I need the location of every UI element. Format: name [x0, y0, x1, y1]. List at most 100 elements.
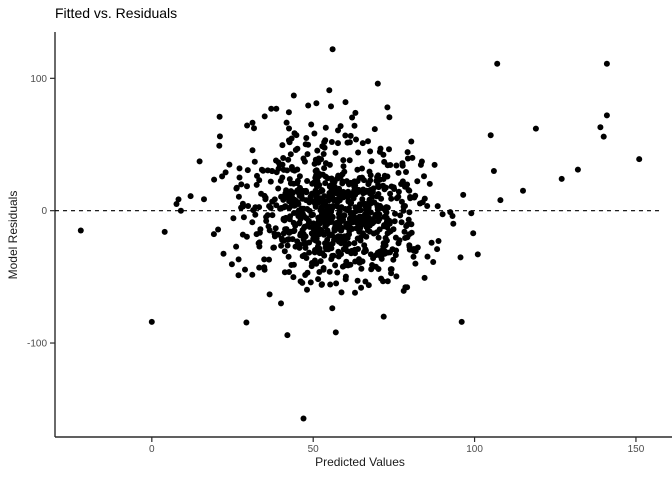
data-point [291, 130, 298, 137]
data-point [347, 261, 354, 268]
data-point [320, 151, 327, 157]
data-point [342, 276, 349, 283]
data-point [279, 142, 286, 149]
data-point [374, 204, 381, 211]
data-point [351, 240, 358, 247]
data-point [386, 114, 393, 121]
data-point [337, 233, 344, 240]
data-point [312, 235, 318, 242]
data-point [393, 162, 400, 169]
data-point [258, 166, 265, 173]
data-point [318, 213, 325, 220]
y-axis-ticks: -100 0 100 [27, 74, 55, 350]
data-point [308, 263, 315, 270]
data-point [226, 161, 233, 168]
data-point [175, 196, 182, 203]
data-point [322, 209, 329, 216]
data-point [398, 198, 405, 205]
data-point [335, 248, 342, 255]
data-point [380, 278, 386, 285]
data-point [359, 216, 366, 223]
data-point [354, 277, 361, 284]
data-point [77, 227, 84, 234]
data-point [280, 155, 287, 161]
data-point [390, 226, 397, 233]
data-point [216, 133, 223, 140]
data-point [249, 271, 256, 278]
data-point [367, 177, 374, 184]
data-point [497, 197, 504, 204]
data-point [313, 172, 320, 179]
data-point [358, 284, 365, 291]
data-point [388, 195, 395, 202]
data-point [233, 243, 240, 250]
data-point [187, 193, 194, 200]
data-point [304, 206, 311, 212]
data-point [251, 158, 258, 165]
data-point [399, 160, 406, 167]
data-point [326, 87, 333, 94]
data-point [328, 256, 335, 263]
data-point [235, 256, 242, 263]
data-point [306, 249, 313, 256]
data-point [299, 279, 306, 286]
data-point [302, 141, 309, 148]
data-point [383, 209, 390, 216]
data-point [400, 207, 407, 214]
data-point [230, 215, 237, 222]
data-point [304, 286, 310, 293]
data-point [273, 202, 280, 209]
data-point [299, 227, 306, 234]
data-point [406, 246, 413, 253]
data-point [278, 242, 285, 249]
data-point [418, 158, 425, 165]
data-point [328, 245, 335, 252]
data-point [311, 160, 318, 167]
data-point [345, 188, 352, 195]
data-point [430, 259, 437, 265]
x-tick-label: 50 [308, 444, 320, 455]
data-point [281, 248, 288, 255]
data-point [366, 201, 373, 208]
data-point [296, 220, 303, 227]
data-point [173, 201, 180, 207]
data-point [359, 196, 366, 203]
data-point [301, 213, 308, 220]
data-point [354, 166, 361, 173]
data-point [280, 166, 287, 173]
data-point [300, 415, 307, 422]
data-point [285, 156, 292, 163]
data-point [318, 187, 325, 193]
data-point [305, 102, 312, 109]
data-point [273, 105, 280, 112]
data-point [309, 190, 316, 197]
y-tick-label: 0 [41, 206, 47, 217]
data-point [403, 169, 409, 175]
data-point [377, 145, 384, 152]
data-point [603, 60, 610, 67]
data-point [215, 226, 222, 233]
data-point [319, 143, 326, 150]
data-point [336, 194, 343, 201]
data-point [439, 211, 446, 218]
data-point [283, 119, 290, 126]
data-point [384, 249, 391, 256]
data-point [383, 214, 390, 221]
data-point [328, 139, 335, 145]
data-point [532, 125, 539, 132]
x-tick-label: 0 [149, 444, 155, 455]
data-point [338, 227, 345, 234]
data-point [289, 166, 296, 173]
data-point [428, 239, 435, 246]
data-point [384, 278, 391, 285]
data-point [353, 136, 359, 143]
data-point [329, 214, 336, 221]
data-point [296, 244, 303, 251]
x-axis-ticks: 0 50 100 150 [149, 437, 645, 455]
data-point [310, 211, 316, 218]
data-point [344, 232, 351, 239]
data-point [268, 105, 275, 112]
data-point [363, 233, 370, 240]
data-point [380, 313, 387, 320]
data-point [263, 218, 270, 224]
